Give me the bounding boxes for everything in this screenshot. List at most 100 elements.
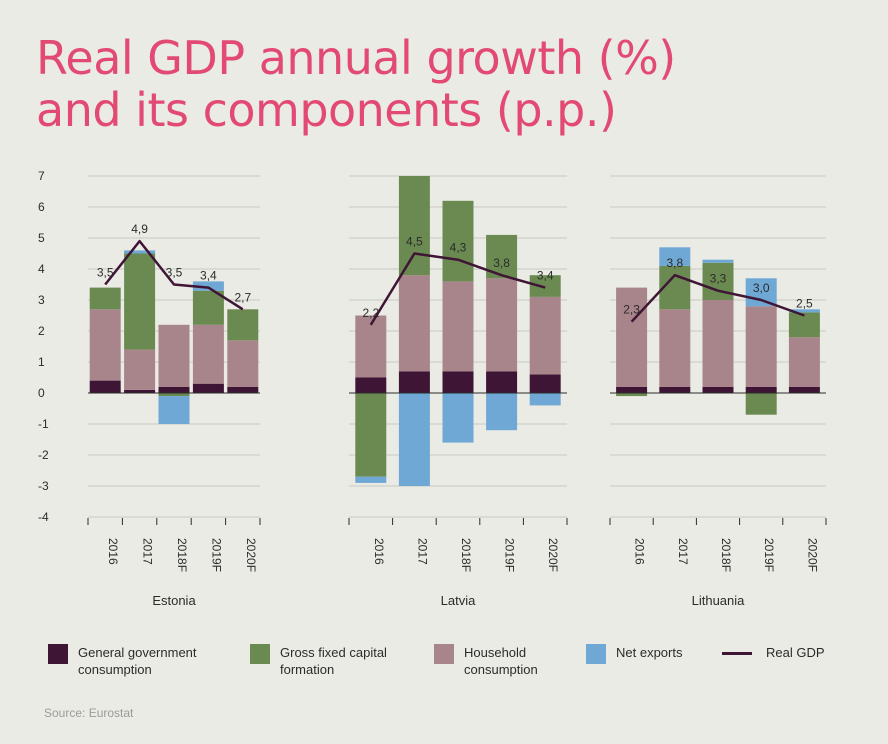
gdp-data-label: 4,3 — [450, 241, 467, 255]
gdp-data-label: 2,7 — [234, 290, 251, 304]
bar-gfcf — [227, 309, 259, 341]
bar-household — [158, 324, 190, 387]
x-tick-label: 2019F — [762, 538, 776, 572]
bar-gfcf — [745, 393, 777, 415]
chart-title: Real GDP annual growth (%) and its compo… — [36, 32, 676, 136]
bar-household — [702, 300, 734, 387]
bar-netexports — [486, 393, 518, 431]
bar-household — [529, 296, 561, 375]
gdp-data-label: 3,5 — [97, 266, 114, 280]
bar-netexports — [124, 250, 156, 254]
bar-gfcf — [192, 290, 224, 325]
gdp-data-label: 2,5 — [796, 297, 813, 311]
x-tick-label: 2017 — [141, 538, 155, 565]
bar-gov — [227, 386, 259, 393]
x-tick-label: 2017 — [676, 538, 690, 565]
bar-gov — [398, 371, 430, 393]
y-tick-label: 7 — [38, 169, 45, 183]
bar-household — [659, 309, 691, 387]
gdp-data-label: 4,9 — [131, 222, 148, 236]
y-tick-label: 1 — [38, 355, 45, 369]
y-tick-label: -3 — [38, 479, 49, 493]
bar-household — [745, 306, 777, 387]
bar-gov — [616, 386, 648, 393]
bar-netexports — [529, 393, 561, 406]
gdp-data-label: 2,3 — [623, 303, 640, 317]
bar-netexports — [192, 281, 224, 291]
title-line-2: and its components (p.p.) — [36, 83, 617, 137]
gdp-line — [630, 273, 805, 323]
gdp-data-label: 2,2 — [362, 306, 379, 320]
bar-household — [616, 287, 648, 387]
y-tick-label: 4 — [38, 262, 45, 276]
bar-gov — [745, 386, 777, 393]
gdp-data-label: 3,8 — [493, 256, 510, 270]
x-tick-label: 2020F — [805, 538, 819, 572]
bar-gov — [442, 371, 474, 393]
bar-household — [442, 281, 474, 372]
y-tick-label: 2 — [38, 324, 45, 338]
bar-netexports — [745, 278, 777, 307]
bar-gfcf — [442, 200, 474, 282]
x-tick-label: 2016 — [372, 538, 386, 565]
bar-gov — [486, 371, 518, 393]
bar-gfcf — [124, 253, 156, 350]
x-tick-label: 2018F — [459, 538, 473, 572]
x-tick-label: 2019F — [503, 538, 517, 572]
panel-label: Latvia — [441, 593, 476, 608]
bar-gov — [355, 377, 387, 393]
y-tick-label: 5 — [38, 231, 45, 245]
bar-gfcf — [355, 393, 387, 477]
y-tick-label: 6 — [38, 200, 45, 214]
bar-gov — [788, 386, 820, 393]
bar-netexports — [702, 259, 734, 263]
x-tick-label: 2019F — [209, 538, 223, 572]
bar-netexports — [788, 309, 820, 313]
x-tick-label: 2018F — [719, 538, 733, 572]
bar-netexports — [398, 393, 430, 486]
bar-netexports — [659, 247, 691, 266]
bar-household — [227, 340, 259, 387]
title-line-1: Real GDP annual growth (%) — [36, 31, 676, 85]
x-tick-label: 2016 — [106, 538, 120, 565]
bar-gfcf — [616, 393, 648, 397]
bar-household — [398, 275, 430, 372]
x-tick-label: 2020F — [244, 538, 258, 572]
bar-gov — [192, 383, 224, 393]
gdp-data-label: 3,0 — [753, 281, 770, 295]
bar-gov — [529, 374, 561, 393]
y-tick-label: -4 — [38, 510, 49, 524]
bar-gov — [702, 386, 734, 393]
bar-gov — [659, 386, 691, 393]
bar-household — [355, 315, 387, 378]
x-tick-label: 2017 — [415, 538, 429, 565]
bar-gfcf — [788, 312, 820, 338]
gdp-data-label: 3,8 — [666, 256, 683, 270]
bar-household — [788, 337, 820, 387]
bar-household — [89, 309, 121, 381]
panel-label: Lithuania — [692, 593, 746, 608]
x-tick-label: 2020F — [546, 538, 560, 572]
gdp-line — [369, 252, 546, 326]
y-tick-label: -2 — [38, 448, 49, 462]
y-tick-label: 0 — [38, 386, 45, 400]
panel-label: Estonia — [152, 593, 196, 608]
bar-gov — [158, 386, 190, 393]
source-note: Source: Eurostat — [44, 706, 134, 720]
bar-gfcf — [398, 176, 430, 276]
gdp-data-label: 3,3 — [710, 272, 727, 286]
bar-gfcf — [89, 287, 121, 310]
x-tick-label: 2018F — [175, 538, 189, 572]
x-tick-label: 2016 — [633, 538, 647, 565]
y-tick-label: -1 — [38, 417, 49, 431]
bar-netexports — [442, 393, 474, 443]
y-tick-label: 3 — [38, 293, 45, 307]
bar-household — [486, 278, 518, 372]
gdp-data-label: 4,5 — [406, 235, 423, 249]
gdp-data-label: 3,4 — [537, 269, 554, 283]
gdp-data-label: 3,5 — [166, 266, 183, 280]
bar-gfcf — [158, 393, 190, 397]
bar-household — [192, 324, 224, 384]
bar-gov — [89, 380, 121, 393]
